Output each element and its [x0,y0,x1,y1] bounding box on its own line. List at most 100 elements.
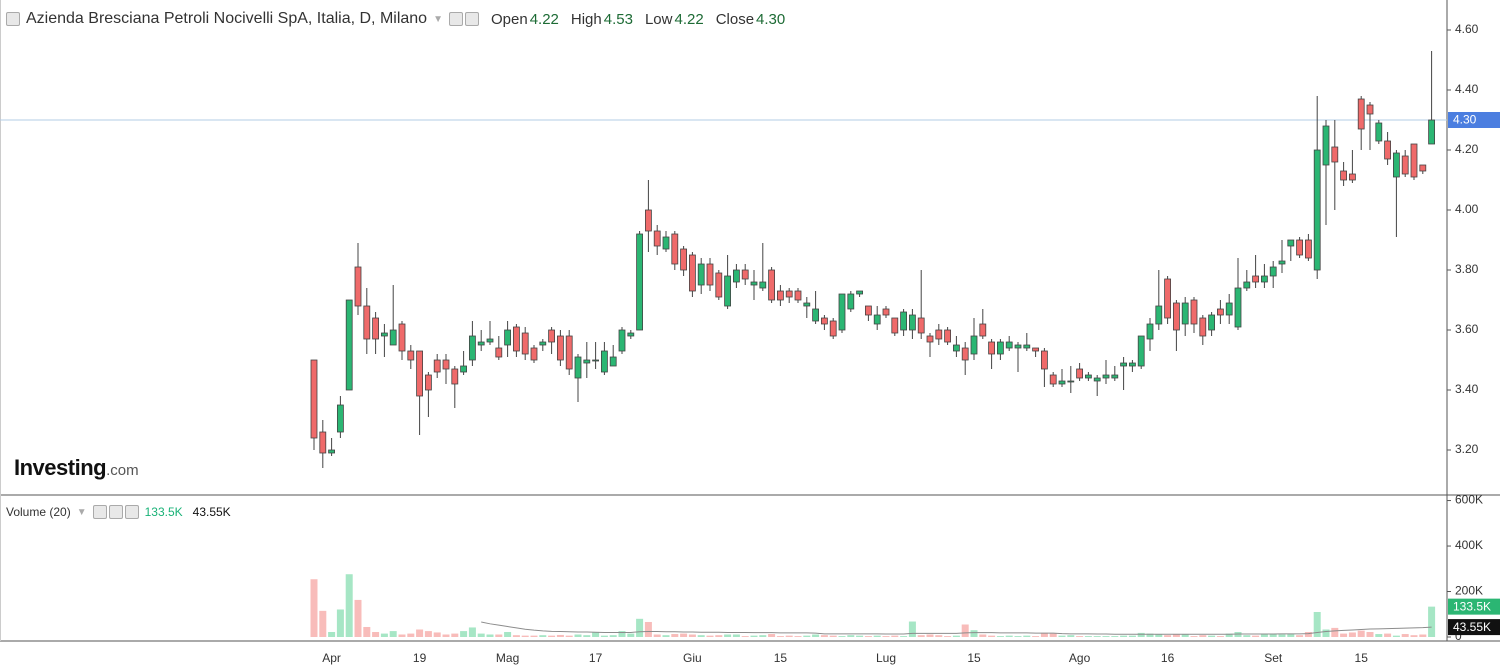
candle-body [1085,374,1092,379]
volume-bar [521,635,529,637]
settings-icon[interactable] [92,505,107,519]
candle-body [521,332,529,355]
close-icon[interactable] [124,505,139,519]
volume-bar [1111,636,1119,637]
candle-body [759,281,767,289]
volume-bar [1199,635,1207,637]
candle-body [865,305,872,316]
candle-body [416,350,424,397]
candle-body [961,347,969,361]
volume-bar [715,635,723,637]
volume-bar [1287,634,1295,637]
candle-body [1120,362,1127,367]
y-tick-label: 3.20 [1455,442,1479,456]
caret[interactable]: ▼ [433,13,443,25]
candle-body [768,269,775,301]
volume-title: Volume (20) [6,505,71,519]
candle-body [733,269,740,283]
candle-body [1305,239,1312,259]
candle-body [777,290,784,301]
candle-body [926,335,934,343]
volume-bar [416,629,424,637]
candle-body [495,347,503,358]
candle-body [354,266,362,307]
volume-bar [1155,634,1163,637]
volume-bar [636,618,644,637]
volume-bar [592,632,600,637]
last-volume-box [1448,598,1500,615]
candle-body [1419,164,1427,172]
volume-bar [424,631,432,637]
volume-bar [1296,635,1304,637]
volume-bar [1120,635,1128,637]
candle-body [1181,302,1189,325]
candle-body [979,323,987,337]
volume-bar [952,635,960,637]
volume-bar [662,635,670,637]
volume-bar [1181,634,1189,637]
volume-tick-label: 600K [1455,493,1483,507]
candle-body [433,359,441,373]
candle-body [574,356,582,379]
candle-body [1208,314,1215,331]
ohlc-label: Low [644,10,673,28]
volume-bar [1216,636,1224,637]
candle-body [1225,302,1233,316]
candle-body [1155,305,1163,325]
volume-bar [1322,629,1330,637]
candle-body [1384,140,1391,160]
candle-body [680,248,687,271]
candle-body [715,272,723,298]
volume-bar [961,624,969,637]
x-tick-label: Giu [683,651,702,665]
candle-body [451,368,459,385]
volume-bar [820,635,828,637]
settings-icon[interactable] [448,12,463,26]
volume-bar [1340,633,1348,637]
volume-bar [1313,611,1321,637]
caret[interactable]: ▼ [76,506,87,518]
settings-icon[interactable] [464,12,479,26]
volume-bar [1164,635,1172,637]
volume-bar [1428,606,1436,637]
volume-bar [1005,635,1013,637]
last-volume-ma-box [1448,619,1500,636]
candle-body [539,341,547,346]
volume-bar [697,635,705,637]
collapse-icon[interactable] [6,12,20,26]
volume-bar [486,634,494,637]
volume-bar [908,621,916,637]
volume-bar [1040,632,1048,637]
volume-bar [310,579,318,637]
candle-body [1349,173,1356,181]
volume-bar [1243,635,1251,637]
y-tick-label: 4.60 [1455,22,1479,36]
settings-icon[interactable] [108,505,123,519]
candle-body [785,290,793,298]
candle-body [424,374,432,391]
y-tick-label: 4.20 [1455,142,1479,156]
candle-body [548,329,555,343]
volume-bar [1084,636,1092,637]
volume-bar [988,635,996,637]
candle-body [645,209,652,232]
candle-body [1111,374,1119,379]
x-tick-label: 17 [589,651,603,665]
candle-body [372,317,380,340]
volume-bar [319,610,327,637]
volume-bar [680,633,688,637]
candle-body [636,233,643,331]
volume-bar [389,631,397,637]
y-tick-label: 4.00 [1455,202,1479,216]
candle-body [1366,104,1374,115]
volume-bar [829,635,837,637]
volume-bar [1260,634,1268,637]
candle-body [398,323,406,352]
candle-body [468,335,476,361]
candle-body [1331,146,1339,163]
candle-body [1261,275,1268,283]
candle-body [873,314,881,325]
volume-bar [741,636,749,637]
